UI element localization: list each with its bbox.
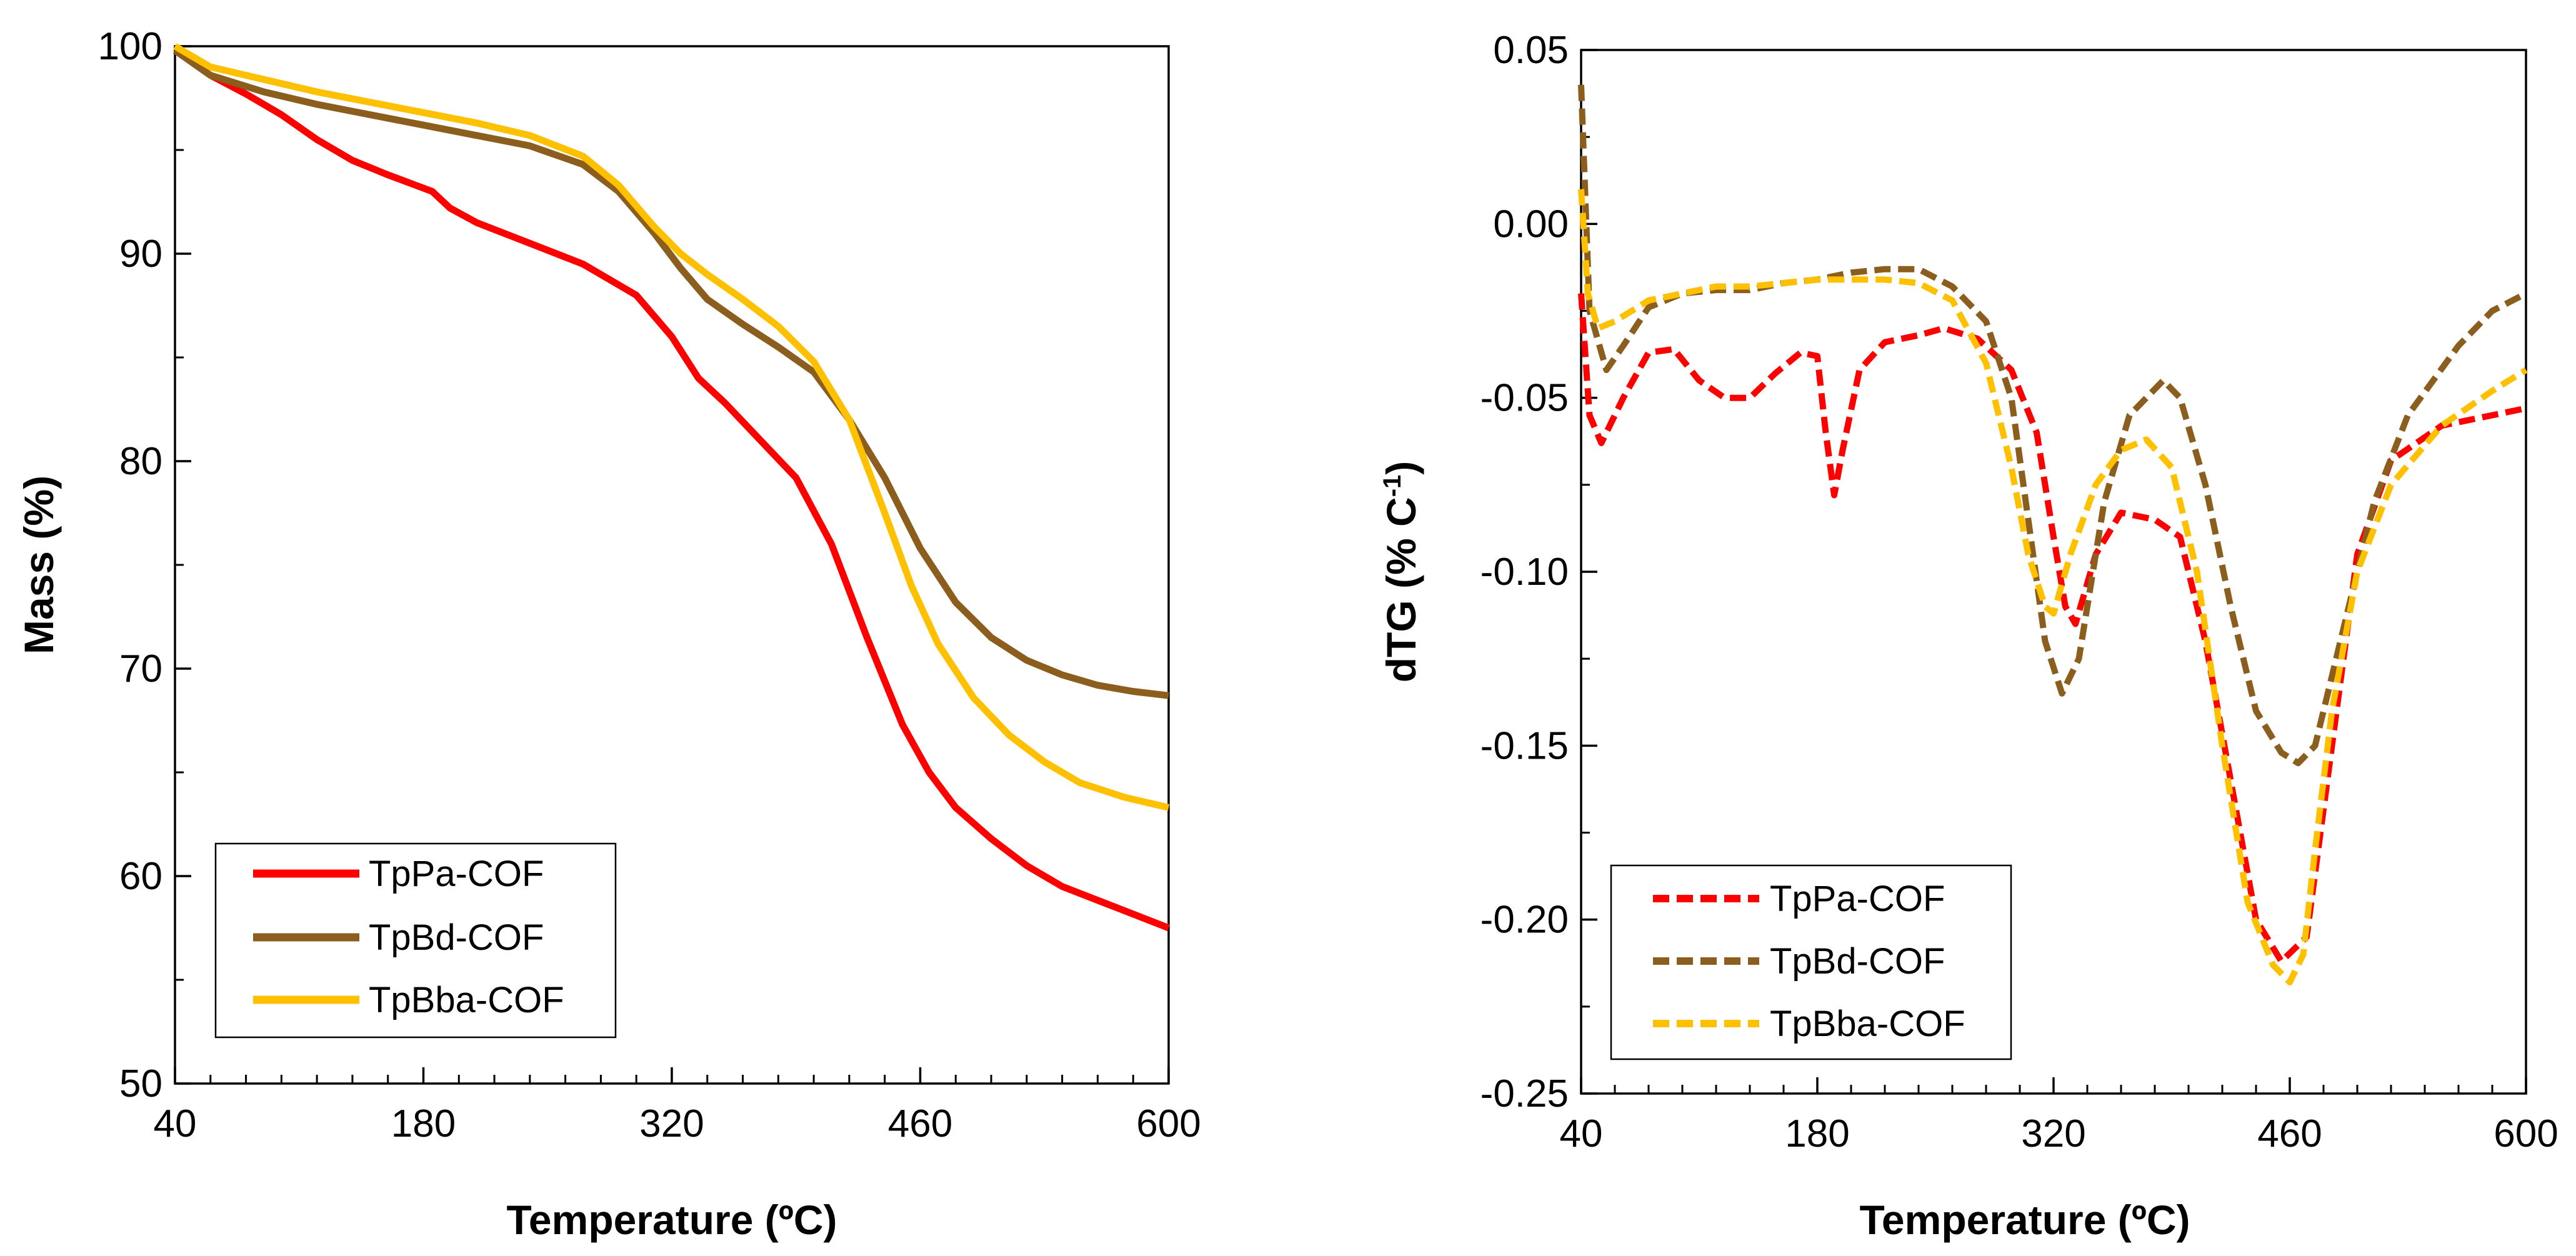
tga-legend-label-tppa: TpPa-COF	[369, 854, 544, 894]
dtg-y-tick-label: 0.05	[1493, 29, 1569, 72]
dtg-y-ticks: -0.25 -0.20 -0.15 -0.10 -0.05 0.00 0.05	[1480, 29, 1597, 1115]
tga-chart: 50 60 70 80 90 100 40 180 320 460 600 Temperature…	[16, 25, 1201, 1243]
tga-series-lines	[172, 43, 1170, 932]
tga-legend: TpPa-COF TpBd-COF TpBba-COF	[214, 842, 617, 1039]
dtg-x-tick-label: 460	[2257, 1112, 2322, 1155]
tga-series-line-tpbba-cof	[173, 43, 1170, 811]
dtg-x-tick-label: 40	[1560, 1112, 1603, 1155]
tga-x-tick-label: 180	[391, 1102, 456, 1145]
dtg-x-axis-label: Temperature (ºC)	[1860, 1197, 2190, 1243]
dtg-y-tick-label: -0.20	[1480, 899, 1569, 942]
dtg-x-ticks: 40 180 320 460 600	[1560, 1077, 2559, 1155]
tga-series-line-tpbd-cof	[172, 47, 1169, 699]
tga-y-tick-label: 70	[119, 647, 162, 690]
tga-x-tick-label: 320	[639, 1102, 704, 1145]
tga-y-ticks: 50 60 70 80 90 100	[98, 25, 191, 1105]
tga-y-axis-label: Mass (%)	[16, 476, 62, 654]
dtg-chart: -0.25 -0.20 -0.15 -0.10 -0.05 0.00 0.05 40 180 3…	[1378, 29, 2559, 1243]
tga-y-tick-label: 100	[98, 25, 162, 68]
tga-x-ticks: 40 180 320 460 600	[154, 1067, 1201, 1145]
tga-series-line-tppa-cof	[172, 47, 1170, 932]
tga-x-tick-label: 600	[1136, 1102, 1201, 1145]
dtg-series-line-tpbba-cof	[1578, 189, 2528, 985]
tga-y-tick-label: 80	[119, 440, 162, 483]
tga-y-tick-label: 50	[119, 1062, 162, 1105]
dtg-y-tick-label: -0.10	[1480, 551, 1569, 594]
dtg-series-lines	[1578, 84, 2528, 985]
dtg-x-tick-label: 320	[2021, 1112, 2085, 1155]
tga-legend-label-tpbd: TpBd-COF	[369, 917, 544, 958]
dtg-series-line-tppa-cof	[1578, 293, 2527, 965]
dtg-y-tick-label: -0.25	[1480, 1072, 1569, 1115]
dtg-y-tick-label: 0.00	[1493, 202, 1569, 246]
tga-x-tick-label: 40	[154, 1102, 197, 1145]
tga-legend-label-tpbba: TpBba-COF	[369, 980, 564, 1020]
dtg-legend-label-tppa: TpPa-COF	[1770, 879, 1945, 919]
dtg-legend-label-tpbd: TpBd-COF	[1770, 941, 1945, 982]
dtg-y-axis-label: dTG (% C-1)	[1378, 461, 1424, 683]
dtg-x-tick-label: 600	[2494, 1112, 2558, 1155]
tga-x-tick-label: 460	[888, 1102, 952, 1145]
dtg-y-tick-label: -0.05	[1480, 377, 1569, 420]
dtg-legend-label-tpbba: TpBba-COF	[1770, 1004, 1965, 1044]
tga-y-tick-label: 60	[119, 855, 162, 898]
dtg-series-line-tpbd-cof	[1578, 84, 2528, 767]
dtg-legend: TpPa-COF TpBd-COF TpBba-COF	[1610, 864, 2012, 1060]
tga-x-axis-label: Temperature (ºC)	[507, 1197, 837, 1243]
dtg-x-tick-label: 180	[1785, 1112, 1849, 1155]
tga-y-tick-label: 90	[119, 232, 162, 276]
dtg-y-tick-label: -0.15	[1480, 724, 1569, 767]
